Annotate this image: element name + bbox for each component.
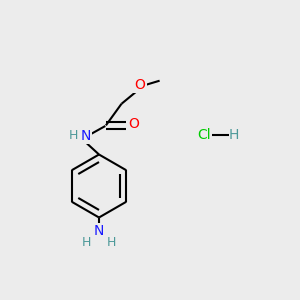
Text: Cl: Cl [197,128,211,142]
Text: H: H [229,128,239,142]
Text: H: H [107,236,116,249]
Text: N: N [81,129,91,143]
Text: H: H [82,236,91,249]
Text: O: O [128,117,139,131]
Text: O: O [135,78,146,92]
Text: H: H [69,129,79,142]
Text: N: N [94,224,104,238]
